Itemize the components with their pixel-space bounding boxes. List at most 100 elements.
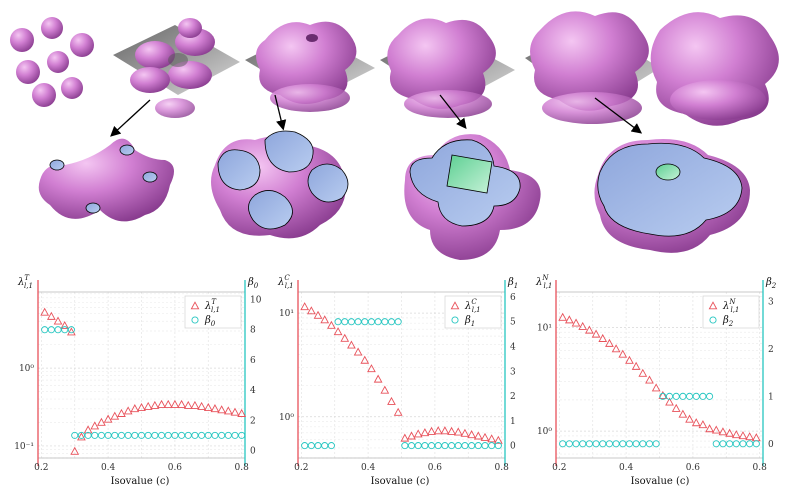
- lambda-point: [110, 411, 120, 420]
- lambda-point: [230, 407, 240, 416]
- lambda-point: [103, 414, 113, 423]
- lambda-point: [137, 402, 146, 411]
- lambda-point: [170, 399, 180, 408]
- lambda-point: [631, 361, 641, 370]
- betti-point: [354, 318, 362, 326]
- lambda-point: [210, 404, 220, 413]
- lambda-point: [327, 320, 336, 329]
- isosurface-stage-3: [245, 21, 375, 112]
- betti-point: [184, 431, 192, 439]
- lambda-point: [460, 428, 470, 437]
- cross-section-3: [404, 134, 541, 260]
- arrow-2: [274, 94, 287, 131]
- betti-point: [401, 442, 409, 450]
- betti-point: [124, 431, 132, 439]
- lambda-point: [203, 402, 213, 411]
- betti-point: [712, 440, 720, 448]
- lambda-point: [413, 429, 423, 438]
- legend-label-beta: β0: [204, 315, 216, 328]
- lambda-point: [467, 430, 476, 439]
- legend-marker-triangle: [708, 301, 718, 310]
- right-tick-label: 5: [510, 318, 516, 328]
- lambda-point: [197, 401, 206, 410]
- betti-point: [572, 440, 580, 448]
- lambda-point: [217, 405, 226, 414]
- lambda-point: [60, 321, 70, 330]
- left-tick-label: 10⁻¹: [14, 442, 34, 452]
- x-axis-label-1: Isovalue (c): [111, 476, 170, 487]
- betti-point: [374, 318, 382, 326]
- lambda-point: [90, 421, 100, 430]
- lambda-point: [738, 431, 748, 440]
- lambda-point: [591, 329, 601, 338]
- lambda-point: [658, 390, 668, 399]
- betti-point: [585, 440, 593, 448]
- betti-point: [157, 431, 166, 439]
- legend-label-beta: β1: [464, 315, 475, 328]
- x-tick-label: 0.8: [494, 463, 509, 473]
- betti-point: [341, 318, 349, 326]
- lambda-point: [190, 400, 200, 409]
- betti-point: [474, 442, 482, 450]
- x-tick-label: 0.6: [168, 463, 183, 473]
- lambda-point: [223, 406, 233, 415]
- legend-marker-triangle: [450, 301, 460, 310]
- betti-point: [191, 431, 199, 439]
- lambda-point: [585, 325, 594, 334]
- x-tick-label: 0.4: [361, 463, 376, 473]
- lambda-point: [320, 315, 330, 324]
- lambda-point: [480, 432, 490, 441]
- betti-point: [454, 442, 462, 450]
- right-tick-label: 10: [250, 296, 262, 306]
- lambda-point: [685, 414, 694, 423]
- betti-point: [367, 318, 376, 326]
- betti-point: [218, 431, 226, 439]
- right-tick-label: 0: [250, 446, 256, 456]
- lambda-point: [340, 333, 350, 342]
- betti-point: [619, 440, 627, 448]
- lambda-point: [380, 385, 390, 394]
- left-axis-label: λC l,1: [277, 274, 294, 290]
- right-tick-label: 3: [768, 297, 774, 307]
- betti-point: [231, 431, 239, 439]
- right-tick-label: 1: [768, 392, 774, 402]
- lambda-point: [360, 355, 370, 364]
- lambda-point: [157, 399, 166, 408]
- legend-marker-circle: [709, 316, 717, 324]
- right-axis-label: β0: [247, 277, 259, 290]
- isosurface-stage-6: [650, 12, 779, 126]
- betti-point: [632, 440, 640, 448]
- betti-point: [198, 431, 206, 439]
- betti-point: [679, 392, 687, 400]
- legend-marker-triangle: [190, 301, 200, 310]
- betti-point: [699, 392, 707, 400]
- right-axis-label: β1: [507, 277, 518, 290]
- x-axis-label-2: Isovalue (c): [371, 476, 430, 487]
- x-tick-label: 0.6: [686, 463, 701, 473]
- betti-point: [448, 442, 456, 450]
- betti-point: [314, 442, 322, 450]
- x-tick-label: 0.4: [619, 463, 634, 473]
- x-axis-label-3: Isovalue (c): [631, 476, 690, 487]
- lambda-point: [333, 327, 343, 336]
- lambda-point: [718, 427, 728, 436]
- x-tick-label: 0.2: [294, 463, 308, 473]
- left-tick-label: 10⁰: [537, 427, 552, 437]
- arrow-3: [439, 94, 467, 130]
- betti-point: [645, 440, 654, 448]
- betti-point: [224, 431, 232, 439]
- lambda-point: [578, 321, 588, 330]
- lambda-point: [373, 374, 383, 383]
- left-tick-label: 10⁰: [19, 364, 34, 374]
- betti-point: [387, 318, 396, 326]
- betti-point: [468, 442, 476, 450]
- lambda-point: [117, 408, 126, 417]
- betti-point: [97, 431, 105, 439]
- lambda-point: [313, 310, 323, 319]
- lambda-point: [130, 404, 140, 413]
- lambda-point: [237, 408, 247, 417]
- legend-box: [444, 295, 502, 329]
